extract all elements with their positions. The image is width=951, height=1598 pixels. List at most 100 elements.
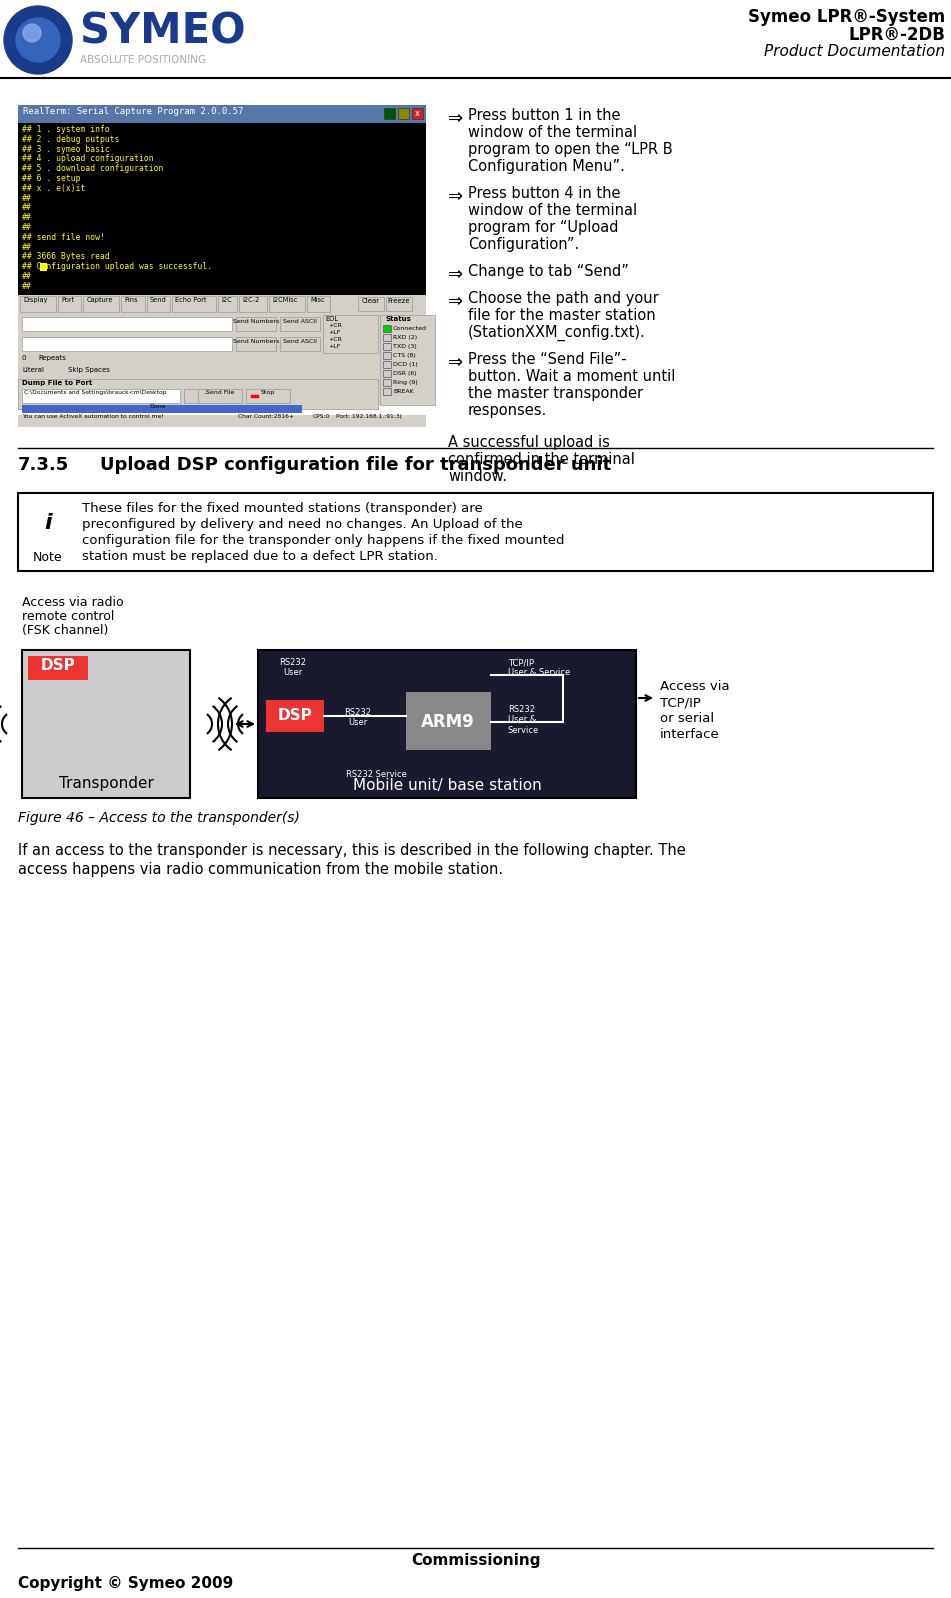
Text: I2C-2: I2C-2 [243,297,260,304]
FancyBboxPatch shape [18,123,426,296]
Bar [383,324,391,332]
Text: Commissioning: Commissioning [411,1553,541,1568]
FancyBboxPatch shape [22,388,180,403]
Text: ##: ## [22,281,31,291]
Text: EOL: EOL [325,316,338,323]
FancyBboxPatch shape [280,316,320,331]
Text: BREAK: BREAK [393,388,414,395]
Text: Access via radio: Access via radio [22,596,124,609]
Text: responses.: responses. [468,403,547,419]
Text: These files for the fixed mounted stations (transponder) are: These files for the fixed mounted statio… [82,502,483,515]
FancyBboxPatch shape [198,388,242,403]
Text: Figure 46 – Access to the transponder(s): Figure 46 – Access to the transponder(s) [18,812,300,825]
Text: ## x . e(x)it: ## x . e(x)it [22,184,86,193]
Text: window of the terminal: window of the terminal [468,203,637,217]
Text: ARM9: ARM9 [421,713,475,730]
Text: Misc: Misc [310,297,324,304]
Text: Press button 1 in the: Press button 1 in the [468,109,620,123]
Text: Choose the path and your: Choose the path and your [468,291,659,305]
Text: the master transponder: the master transponder [468,387,643,401]
Text: Repeats: Repeats [38,355,66,361]
Text: Send: Send [149,297,166,304]
Text: Port: 192.168.1.:91:3(: Port: 192.168.1.:91:3( [336,414,402,419]
Text: (FSK channel): (FSK channel) [22,623,108,638]
Text: +LF: +LF [328,331,340,336]
Text: ##: ## [22,193,31,203]
Text: file for the master station: file for the master station [468,308,655,323]
Text: ## 2 . debug outputs: ## 2 . debug outputs [22,134,120,144]
Text: program for “Upload: program for “Upload [468,221,618,235]
FancyBboxPatch shape [22,316,232,331]
Circle shape [23,24,41,42]
Text: Stop: Stop [261,390,275,395]
Bar [383,352,391,360]
Text: window.: window. [448,468,507,484]
FancyBboxPatch shape [22,337,232,352]
Text: ## send file now!: ## send file now! [22,233,105,241]
Text: ## 1 . system info: ## 1 . system info [22,125,109,134]
Text: interface: interface [660,729,720,741]
Text: TXD (3): TXD (3) [393,344,417,348]
Text: Configuration”.: Configuration”. [468,237,579,252]
FancyBboxPatch shape [398,109,409,118]
FancyBboxPatch shape [258,650,636,797]
Text: LPR®-2DB: LPR®-2DB [848,26,945,45]
FancyBboxPatch shape [236,316,276,331]
Text: button. Wait a moment until: button. Wait a moment until [468,369,675,384]
Text: ##: ## [22,224,31,232]
Text: TCP/IP: TCP/IP [660,697,701,710]
FancyBboxPatch shape [28,657,88,681]
Text: Configuration Menu”.: Configuration Menu”. [468,158,625,174]
Text: ##: ## [22,272,31,281]
Text: Display: Display [23,297,48,304]
Text: I2CMisc: I2CMisc [272,297,298,304]
Text: ##: ## [22,203,31,213]
FancyBboxPatch shape [84,296,120,312]
Text: 7.3.5: 7.3.5 [18,455,69,475]
Text: +LF: +LF [328,344,340,348]
Text: Pins: Pins [125,297,138,304]
Text: A successful upload is: A successful upload is [448,435,610,451]
Text: Dump File to Port: Dump File to Port [22,380,92,387]
Text: If an access to the transponder is necessary, this is described in the following: If an access to the transponder is neces… [18,844,686,858]
Text: ⇒: ⇒ [448,110,463,128]
FancyBboxPatch shape [219,296,238,312]
Text: DSP: DSP [41,658,75,673]
FancyBboxPatch shape [386,297,412,312]
Text: CTS (8): CTS (8) [393,353,416,358]
Text: remote control: remote control [22,610,114,623]
FancyBboxPatch shape [184,388,228,403]
Text: TCP/IP
User & Service: TCP/IP User & Service [508,658,571,678]
Text: window of the terminal: window of the terminal [468,125,637,141]
Text: Status: Status [385,316,411,323]
Text: ## 6 . setup: ## 6 . setup [22,174,81,184]
Text: Transponder: Transponder [59,777,153,791]
FancyBboxPatch shape [246,388,290,403]
Text: RS232
User: RS232 User [280,658,306,678]
FancyBboxPatch shape [18,415,426,427]
Text: ## Configuration upload was successful.: ## Configuration upload was successful. [22,262,212,272]
Text: Done: Done [149,404,166,409]
Text: ⇒: ⇒ [448,265,463,284]
FancyBboxPatch shape [18,379,378,409]
Bar [383,344,391,350]
FancyBboxPatch shape [58,296,81,312]
Text: ## 3 . symeo basic: ## 3 . symeo basic [22,144,109,153]
Text: You can use ActiveX automation to control me!: You can use ActiveX automation to contro… [22,414,164,419]
Text: Char Count:2816+: Char Count:2816+ [238,414,294,419]
FancyBboxPatch shape [307,296,330,312]
Text: Clear: Clear [362,297,380,304]
Text: confirmed in the terminal: confirmed in the terminal [448,452,635,467]
Text: ABSOLUTE POSITIONING: ABSOLUTE POSITIONING [80,54,206,66]
Text: Capture: Capture [87,297,113,304]
Bar [383,388,391,395]
FancyBboxPatch shape [280,337,320,352]
Text: DCD (1): DCD (1) [393,363,417,368]
FancyBboxPatch shape [266,700,324,732]
FancyBboxPatch shape [22,404,302,412]
FancyBboxPatch shape [269,296,305,312]
Circle shape [26,503,70,547]
FancyBboxPatch shape [122,296,145,312]
Text: C:\Documents and Settings\brauck<m\Desktop: C:\Documents and Settings\brauck<m\Deskt… [24,390,166,395]
Bar [383,361,391,368]
